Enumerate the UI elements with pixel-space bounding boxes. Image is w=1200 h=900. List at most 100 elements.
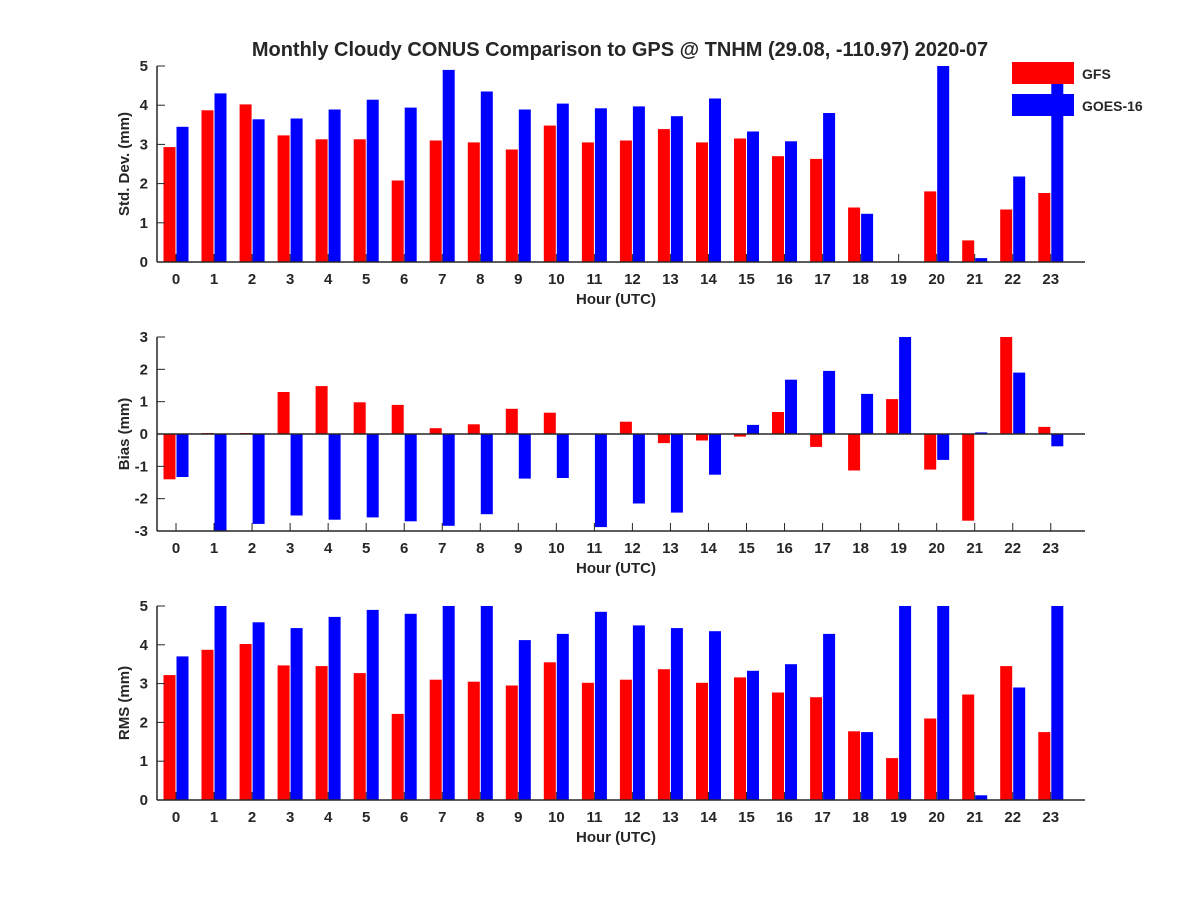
bar-rms-goes-16-16: [785, 664, 797, 800]
bar-rms-gfs-9: [505, 685, 518, 800]
y-tick-label-bias-2: 2: [140, 361, 148, 378]
bar-bias-gfs-0: [163, 434, 176, 480]
bar-bias-goes-16-8: [480, 434, 493, 515]
x-tick-label-std_dev-13: 13: [662, 271, 679, 288]
bar-rms-goes-16-23: [1051, 606, 1064, 800]
y-axis-label-rms: RMS (mm): [116, 666, 133, 740]
x-tick-label-bias-0: 0: [172, 540, 180, 557]
y-tick-label-rms-3: 3: [140, 676, 148, 693]
bar-std_dev-goes-16-12: [632, 106, 645, 263]
bar-bias-goes-16-16: [785, 379, 797, 434]
x-tick-label-rms-4: 4: [324, 809, 333, 826]
bar-std_dev-goes-16-4: [328, 109, 341, 262]
y-axis-label-bias: Bias (mm): [116, 398, 133, 471]
bar-rms-goes-16-3: [290, 628, 303, 800]
bar-rms-gfs-23: [1038, 732, 1051, 800]
bar-bias-goes-16-12: [632, 434, 645, 504]
x-tick-label-bias-12: 12: [624, 540, 641, 557]
x-tick-label-bias-17: 17: [814, 540, 831, 557]
x-tick-label-std_dev-11: 11: [586, 271, 602, 288]
bar-bias-gfs-13: [657, 434, 670, 444]
x-tick-label-bias-11: 11: [586, 540, 602, 557]
bar-std_dev-goes-16-22: [1013, 176, 1026, 262]
bar-std_dev-goes-16-16: [785, 141, 797, 262]
x-tick-label-rms-9: 9: [514, 809, 522, 826]
x-tick-label-rms-14: 14: [700, 809, 717, 826]
x-tick-label-bias-1: 1: [210, 540, 218, 557]
bar-rms-goes-16-20: [937, 606, 950, 800]
bar-bias-gfs-8: [467, 424, 480, 434]
y-tick-label-bias--1: -1: [135, 458, 148, 475]
x-tick-label-std_dev-8: 8: [476, 271, 484, 288]
bar-bias-gfs-9: [505, 408, 518, 434]
bar-std_dev-gfs-21: [962, 240, 975, 262]
y-tick-label-std_dev-0: 0: [140, 254, 148, 271]
bar-rms-gfs-5: [353, 673, 366, 800]
bar-std_dev-goes-16-13: [670, 116, 683, 262]
x-tick-label-std_dev-18: 18: [852, 271, 869, 288]
bar-std_dev-goes-16-14: [709, 98, 721, 262]
y-tick-label-rms-4: 4: [140, 637, 149, 654]
x-tick-label-rms-20: 20: [928, 809, 945, 826]
bar-rms-gfs-11: [581, 682, 594, 800]
y-axis-label-std_dev: Std. Dev. (mm): [116, 112, 133, 216]
bar-bias-gfs-19: [886, 399, 899, 434]
bar-std_dev-gfs-4: [315, 139, 328, 262]
legend: GFS GOES-16: [1012, 62, 1143, 116]
x-tick-label-bias-18: 18: [852, 540, 869, 557]
bar-std_dev-gfs-5: [353, 139, 366, 262]
bar-std_dev-goes-16-10: [556, 103, 569, 262]
x-tick-label-std_dev-22: 22: [1004, 271, 1021, 288]
bar-std_dev-goes-16-11: [594, 108, 607, 262]
bar-rms-goes-16-9: [518, 640, 531, 800]
x-tick-label-std_dev-12: 12: [624, 271, 641, 288]
x-tick-label-bias-10: 10: [548, 540, 565, 557]
y-tick-label-rms-1: 1: [140, 753, 148, 770]
bar-bias-goes-16-4: [328, 434, 341, 520]
bar-std_dev-goes-16-18: [861, 213, 874, 262]
bar-rms-gfs-8: [467, 681, 480, 800]
bar-rms-gfs-21: [962, 694, 975, 800]
bar-std_dev-gfs-22: [1000, 209, 1013, 262]
legend-label-goes-16: GOES-16: [1082, 98, 1143, 114]
x-tick-label-bias-9: 9: [514, 540, 522, 557]
bar-bias-gfs-21: [962, 434, 975, 521]
bar-std_dev-gfs-20: [924, 191, 937, 262]
x-tick-label-std_dev-20: 20: [928, 271, 945, 288]
bar-bias-goes-16-13: [670, 434, 683, 513]
x-tick-label-rms-11: 11: [586, 809, 602, 826]
bar-bias-gfs-7: [429, 428, 442, 434]
x-tick-label-std_dev-16: 16: [776, 271, 793, 288]
legend-swatch-gfs: [1012, 62, 1074, 84]
x-tick-label-bias-16: 16: [776, 540, 793, 557]
x-tick-label-std_dev-23: 23: [1042, 271, 1059, 288]
x-tick-label-bias-7: 7: [438, 540, 446, 557]
y-tick-label-bias--3: -3: [135, 523, 148, 540]
bar-bias-gfs-16: [772, 412, 784, 434]
x-tick-label-bias-2: 2: [248, 540, 256, 557]
bar-rms-goes-16-21: [975, 795, 988, 800]
y-tick-label-bias-3: 3: [140, 329, 148, 346]
x-tick-label-rms-16: 16: [776, 809, 793, 826]
x-tick-label-bias-14: 14: [700, 540, 717, 557]
x-tick-label-bias-3: 3: [286, 540, 294, 557]
y-tick-label-rms-5: 5: [140, 598, 148, 615]
bar-std_dev-gfs-2: [239, 104, 252, 263]
legend-label-gfs: GFS: [1082, 66, 1111, 82]
bar-rms-gfs-22: [1000, 666, 1013, 800]
x-axis-label-bias: Hour (UTC): [576, 560, 656, 577]
bar-std_dev-goes-16-3: [290, 118, 303, 262]
bar-std_dev-gfs-11: [581, 142, 594, 262]
x-tick-label-rms-6: 6: [400, 809, 408, 826]
bar-std_dev-goes-16-17: [823, 113, 836, 262]
bar-std_dev-gfs-8: [467, 142, 480, 262]
bar-bias-gfs-10: [543, 412, 556, 434]
x-tick-label-rms-13: 13: [662, 809, 679, 826]
bar-rms-gfs-10: [543, 662, 556, 800]
x-tick-label-rms-2: 2: [248, 809, 256, 826]
bar-rms-goes-16-11: [594, 611, 607, 800]
bar-std_dev-gfs-15: [734, 138, 746, 262]
x-tick-label-rms-12: 12: [624, 809, 641, 826]
bar-bias-gfs-12: [619, 421, 632, 434]
bar-std_dev-gfs-18: [848, 207, 861, 262]
